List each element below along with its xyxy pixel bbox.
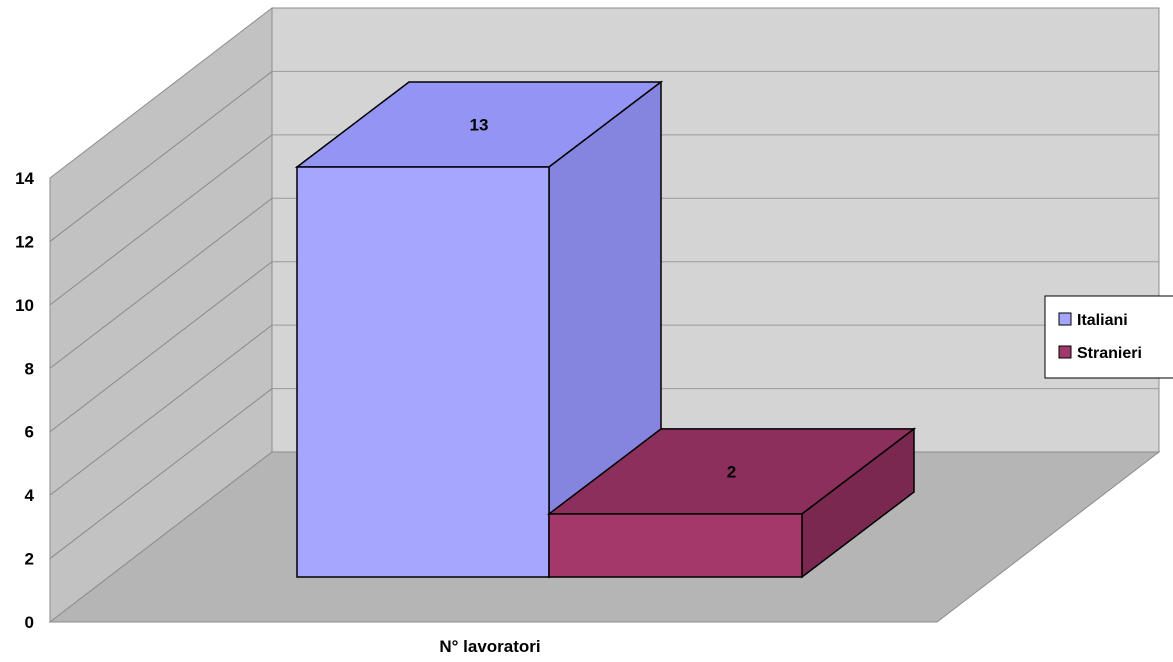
bar-stranieri <box>546 427 917 579</box>
bars <box>294 80 917 579</box>
legend-label-italiani: Italiani <box>1077 312 1128 329</box>
gridline-side <box>49 388 273 559</box>
y-tick-label: 2 <box>25 550 34 569</box>
legend-box <box>1044 295 1173 379</box>
data-label: 13 <box>470 116 489 135</box>
legend-label-stranieri: Stranieri <box>1077 345 1142 362</box>
y-tick-label: 4 <box>25 486 35 505</box>
legend: Italiani Stranieri <box>1044 295 1173 379</box>
legend-swatch-stranieri <box>1058 345 1072 359</box>
data-labels: 13 2 <box>470 116 737 482</box>
y-tick-label: 0 <box>25 613 34 632</box>
y-tick-label: 6 <box>25 423 34 442</box>
gridline-side <box>49 197 273 369</box>
y-tick-label: 14 <box>15 169 34 188</box>
y-axis: 0 2 4 6 8 10 12 14 <box>15 169 34 632</box>
y-tick-label: 8 <box>25 359 34 378</box>
bar-italiani-front <box>296 166 550 578</box>
gridline-side <box>49 261 273 433</box>
gridline-side <box>49 324 273 496</box>
legend-swatch-italiani <box>1058 312 1072 326</box>
bar-stranieri-front <box>548 513 803 578</box>
data-label: 2 <box>727 462 736 481</box>
gridline-side <box>49 71 273 242</box>
gridline-side <box>49 134 273 306</box>
y-tick-label: 12 <box>15 232 34 251</box>
y-tick-label: 10 <box>15 296 34 315</box>
x-axis-label: N° lavoratori <box>439 637 540 656</box>
